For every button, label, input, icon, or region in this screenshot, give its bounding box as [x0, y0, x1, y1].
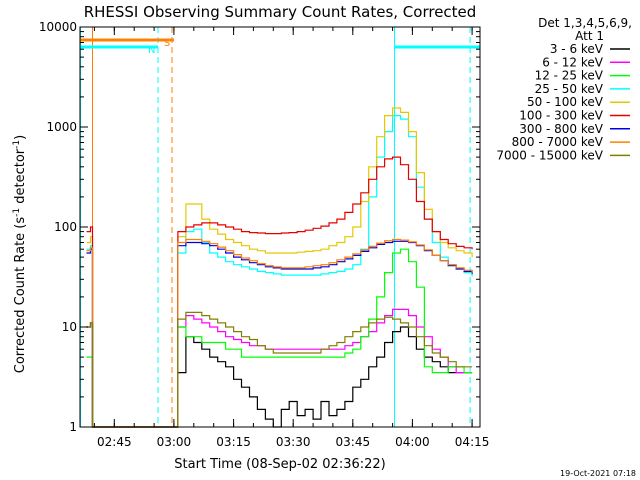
y-axis-label-sup-2: -1 — [12, 140, 22, 149]
y-tick-label: 10 — [62, 320, 77, 334]
legend-entry-label: 25 - 50 keV — [535, 82, 604, 96]
legend-header-line-2: Att 1 — [575, 29, 604, 43]
chart-title: RHESSI Observing Summary Count Rates, Co… — [84, 3, 477, 21]
series-line — [86, 238, 473, 428]
y-axis-label-main: Corrected Count Rate (s — [13, 217, 28, 374]
legend-header-line-1: Det 1,3,4,5,6,9, — [538, 16, 632, 30]
series-line — [86, 322, 473, 428]
legend-entry-label: 50 - 100 keV — [527, 95, 604, 109]
flag-label: N — [148, 45, 155, 56]
x-tick-label: 02:45 — [97, 435, 132, 449]
legend-entry-label: 3 - 6 keV — [550, 42, 604, 56]
x-tick-label: 03:30 — [276, 435, 311, 449]
y-axis-label-mid: detector — [13, 148, 28, 208]
x-axis-label: Start Time (08-Sep-02 02:36:22) — [174, 457, 385, 472]
legend-entry-label: 6 - 12 keV — [542, 55, 604, 69]
series-line — [86, 156, 473, 428]
y-tick-label: 1 — [69, 420, 77, 434]
x-tick-label: 03:15 — [216, 435, 251, 449]
legend-entry-label: 300 - 800 keV — [519, 122, 603, 136]
footer-timestamp: 19-Oct-2021 07:18 — [560, 469, 636, 478]
plot-area: SN 1 10 100 1000 10000 02:45 03:00 03:15 03:30 03:… — [39, 20, 490, 449]
x-tick-label: 03:45 — [336, 435, 371, 449]
flag-label: S — [164, 38, 170, 49]
x-tick-label: 04:15 — [455, 435, 490, 449]
legend-entry-label: 100 - 300 keV — [519, 109, 603, 123]
legend-entry-label: 7000 - 15000 keV — [496, 148, 603, 162]
legend-entry-label: 12 - 25 keV — [535, 69, 604, 83]
y-tick-label: 10000 — [39, 20, 77, 34]
x-tick-label: 03:00 — [157, 435, 192, 449]
legend-entry-label: 800 - 7000 keV — [512, 135, 604, 149]
series-line — [86, 107, 473, 428]
y-axis-label-end: ) — [13, 135, 28, 140]
x-tick-label: 04:00 — [395, 435, 430, 449]
series-line — [86, 308, 473, 428]
y-axis-label: Corrected Count Rate (s-1 detector-1) — [12, 135, 28, 373]
series-line — [86, 311, 473, 428]
series-line — [86, 248, 473, 428]
y-tick-label: 100 — [54, 220, 77, 234]
y-tick-label: 1000 — [46, 120, 77, 134]
y-axis-label-sup-1: -1 — [12, 208, 22, 217]
